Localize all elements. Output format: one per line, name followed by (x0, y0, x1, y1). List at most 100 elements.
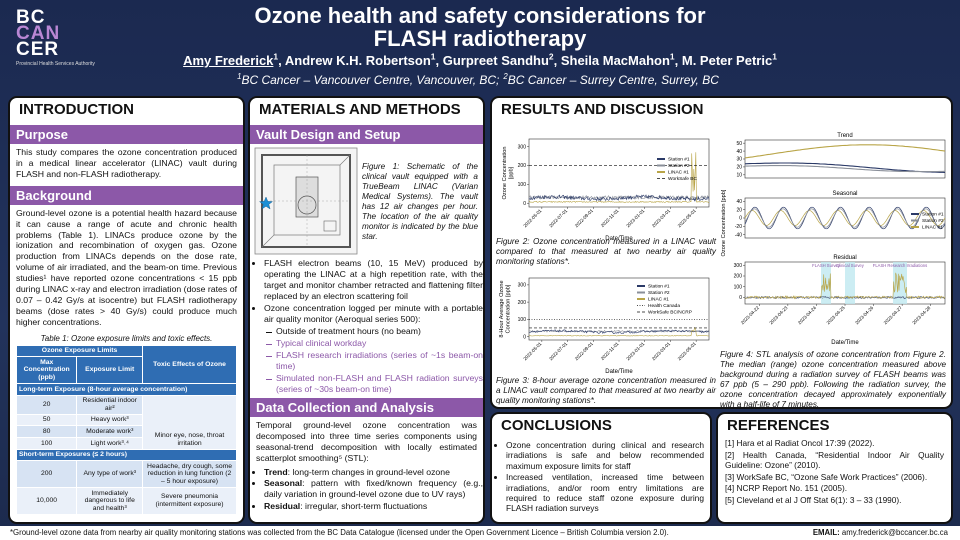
y-tick-label: 100 (518, 182, 527, 188)
legend-label: LINAC #1 (648, 297, 669, 303)
plot-trace (744, 272, 946, 300)
affiliations: 1BC Cancer – Vancouver Centre, Vancouver… (120, 73, 840, 87)
y-tick-label: 100 (518, 317, 527, 323)
term-text: : long-term changes in ground-level ozon… (287, 466, 450, 477)
results-panel: RESULTS AND DISCUSSION 0 100 200 300 Station… (490, 96, 953, 409)
bullet-text: FLASH electron beams (10, 15 MeV) produc… (264, 258, 483, 301)
plot-trace (528, 194, 710, 201)
y-tick-label: 40 (736, 149, 742, 155)
email-label: EMAIL: (812, 528, 840, 537)
annotation-band (845, 262, 855, 304)
paragraph: Ground-level ozone is a potential health… (16, 207, 237, 327)
table-cell: 80 (15, 425, 78, 439)
bullet: Increased ventilation, increased time be… (506, 472, 704, 514)
email-address[interactable]: amy.frederick@bccancer.bc.ca (841, 528, 948, 537)
reference: [2] Health Canada, “Residential Indoor A… (725, 449, 944, 470)
paragraph: This study compares the ozone concentrat… (16, 147, 237, 179)
plot-trace (744, 210, 946, 226)
logo-line: CER (16, 39, 60, 60)
y-axis-label: Ozone Concentration [ppb] (721, 189, 727, 256)
figure-caption: Figure 1: Schematic of the clinical vaul… (362, 162, 478, 241)
table-section: Short-term Exposures (≤ 2 hours) (16, 448, 237, 462)
figure-caption: Figure 3: 8-hour average ozone concentra… (496, 376, 716, 405)
y-tick-label: 200 (518, 163, 527, 169)
plot-trace (528, 329, 710, 334)
sub-bullet: Outside of treatment hours (no beam) (266, 326, 483, 337)
author-name: Amy Frederick (183, 53, 274, 68)
references-panel: REFERENCES [1] Hara et al Radiat Oncol 1… (716, 412, 953, 524)
x-tick-label: 2022-09-01 (574, 341, 594, 361)
bullet: Seasonal: pattern with fixed/known frequ… (264, 478, 483, 500)
x-tick-label: 2023-04-22 (740, 305, 760, 325)
x-tick-label: 2023-04-24 (797, 305, 817, 325)
y-tick-label: 200 (518, 300, 527, 306)
annotation-label: FLASH Research Irradiations (873, 263, 927, 268)
bullet: Trend: long-term changes in ground-level… (264, 467, 483, 478)
table-cell: Minor eye, nose, throat irritation (142, 394, 237, 450)
y-tick-label: 20 (736, 207, 742, 213)
author-sup: 2 (548, 51, 554, 62)
legend-label: LINAC #1 (922, 225, 943, 231)
sub-bullet: Typical clinical workday (266, 338, 483, 349)
section-heading: CONCLUSIONS (501, 417, 612, 434)
affil-text: BC Cancer – Surrey Centre, Surrey, BC (507, 73, 719, 87)
header: BC CAN CER Provincial Health Services Au… (0, 0, 960, 94)
email: EMAIL: amy.frederick@bccancer.bc.ca (813, 526, 948, 540)
reference-list: [1] Hara et al Radiat Oncol 17:39 (2022)… (718, 438, 951, 505)
term-text: : pattern with fixed/known frequency (e.… (264, 478, 483, 500)
y-tick-label: 0 (523, 201, 526, 207)
x-tick-label: 2023-04-27 (883, 305, 903, 325)
panel-title: Trend (837, 133, 852, 139)
x-tick-label: 2023-05-01 (677, 341, 697, 361)
separator: , (553, 53, 561, 68)
annotation-label: FLASH Survey (812, 263, 841, 268)
y-tick-label: 40 (736, 199, 742, 205)
bullet: FLASH electron beams (10, 15 MeV) produc… (264, 258, 483, 302)
x-tick-label: 2022-09-01 (574, 208, 594, 228)
legend-label: Station #2 (922, 218, 944, 224)
x-tick-label: 2023-05-01 (677, 208, 697, 228)
y-tick-label: 0 (739, 295, 742, 301)
x-tick-label: 2023-04-23 (768, 305, 788, 325)
x-tick-label: 2023-04-25 (826, 305, 846, 325)
methods-panel: MATERIALS AND METHODS Vault Design and S… (248, 96, 485, 524)
x-tick-label: 2022-07-01 (548, 208, 568, 228)
plot-trace (528, 326, 709, 337)
table-cell: Severe pneumonia (intermittent exposure) (142, 487, 237, 515)
y-axis-label: [ppb] (509, 166, 515, 179)
bullet-text: Ozone concentration logged per minute wi… (264, 302, 483, 324)
bullet-list: Ozone concentration during clinical and … (492, 440, 710, 514)
table-cell: Light work³˒⁴ (76, 437, 144, 450)
x-tick-label: 2022-07-01 (548, 341, 568, 361)
plot-trace (745, 165, 946, 173)
bullet-list: Trend: long-term changes in ground-level… (250, 467, 483, 513)
reference: [1] Hara et al Radiat Oncol 17:39 (2022)… (725, 438, 875, 448)
title-line: FLASH radiotherapy (373, 26, 587, 51)
legend-label: Station #1 (668, 157, 690, 163)
title-line: Ozone health and safety considerations f… (254, 3, 706, 28)
bullet: Residual: irregular, short-term fluctuat… (264, 501, 483, 512)
table-cell: 100 (15, 437, 78, 450)
x-axis-label: Date/Time (605, 236, 633, 242)
author-name: Gurpreet Sandhu (442, 53, 549, 68)
x-tick-label: 2022-05-01 (522, 208, 542, 228)
legend-label: Station #1 (922, 212, 944, 218)
annotation-band (893, 262, 907, 304)
section-heading: INTRODUCTION (19, 101, 134, 118)
plot-trace (528, 194, 710, 202)
subheading: Vault Design and Setup (250, 125, 483, 144)
term: Trend (264, 466, 288, 477)
table-cell: Heavy work³ (76, 413, 144, 427)
author-sup: 1 (430, 51, 436, 62)
table-cell: 10,000 (15, 487, 78, 515)
author-name: Andrew K.H. Robertson (284, 53, 431, 68)
panel-title: Seasonal (832, 191, 857, 197)
y-tick-label: -40 (735, 232, 742, 238)
table: Ozone Exposure Limits Toxic Effects of Oz… (15, 344, 237, 515)
section-heading: MATERIALS AND METHODS (259, 101, 461, 118)
figure-caption: Figure 2: Ozone concentration measured i… (496, 237, 716, 266)
author-sup: 1 (273, 51, 279, 62)
x-tick-label: 2023-01-01 (625, 208, 645, 228)
